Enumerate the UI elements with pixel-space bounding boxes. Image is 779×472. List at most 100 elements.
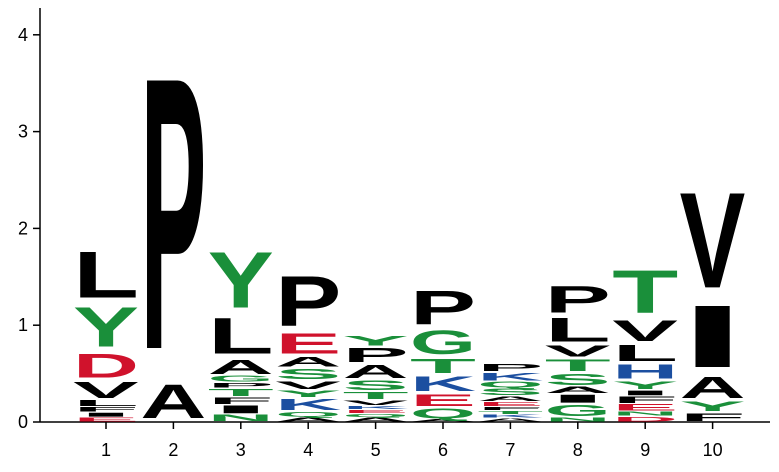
logo-letter: V (612, 315, 678, 348)
logo-letter: T (477, 410, 543, 415)
x-tick-label: 2 (168, 440, 178, 460)
y-tick-label: 0 (18, 412, 28, 432)
x-tick-label: 3 (236, 440, 246, 460)
logo-letter: Y (208, 237, 274, 326)
logo-letter: A (275, 354, 341, 369)
logo-letter: A (275, 416, 341, 422)
x-tick-label: 6 (438, 440, 448, 460)
logo-letter: G (410, 323, 476, 362)
logo-letter: G (545, 401, 611, 419)
logo-letter: A (343, 361, 409, 381)
logo-letter: L (545, 311, 611, 349)
logo-letter: P (208, 381, 274, 389)
y-tick-label: 1 (18, 315, 28, 335)
logo-letter: A (208, 356, 274, 379)
logo-letter: K (410, 372, 476, 396)
logo-letter: F (612, 395, 678, 405)
logo-letter: V (545, 342, 611, 360)
logo-letter: Y (73, 296, 139, 359)
logo-letter: P (275, 262, 341, 342)
logo-letter: A (680, 371, 746, 405)
logo-letter: I (208, 403, 274, 416)
logo-letter: E (275, 328, 341, 360)
logo-letter: N (208, 413, 274, 423)
logo-letter: S (343, 377, 409, 392)
logo-letter: E (343, 409, 409, 414)
logo-letter: I (612, 389, 678, 397)
logo-letter: V (343, 399, 409, 407)
logo-letter: S (275, 366, 341, 383)
logo-letter: S (545, 371, 611, 389)
logo-letter: P (410, 282, 476, 335)
logo-letter: T (410, 355, 476, 378)
logo-letter: T (208, 387, 274, 398)
x-tick-label: 4 (303, 440, 313, 460)
logo-letter: Y (680, 399, 746, 414)
x-tick-label: 7 (505, 440, 515, 460)
logo-letter: F (680, 411, 746, 424)
logo-letter: Q (343, 413, 409, 418)
x-tick-label: 8 (573, 440, 583, 460)
x-tick-label: 5 (371, 440, 381, 460)
y-tick-label: 4 (18, 25, 28, 45)
x-tick-label: 10 (703, 440, 723, 460)
logo-letter: Q (275, 410, 341, 418)
logo-letter: E (410, 391, 476, 410)
logo-letter: Q (410, 406, 476, 421)
logo-letter: Y (612, 379, 678, 392)
position-stack-2: AP (140, 0, 206, 432)
logo-letter: T (343, 390, 409, 401)
logo-letter: F (477, 406, 543, 411)
logo-letter: A (477, 417, 543, 422)
logo-letter: F (208, 396, 274, 406)
logo-letter: A (545, 385, 611, 395)
logo-letter: K (477, 414, 543, 419)
logo-letter: S (477, 387, 543, 397)
logo-letter: I (545, 392, 611, 405)
logo-letter: P (343, 344, 409, 367)
logo-letter: L (73, 399, 139, 408)
logo-letter: A (477, 395, 543, 403)
logo-letter: D (73, 347, 139, 385)
logo-letter: Y (343, 333, 409, 348)
logo-letter: E (73, 416, 139, 422)
logo-letter: L (208, 307, 274, 365)
logo-letter: N (612, 411, 678, 417)
logo-letter: I (680, 287, 746, 386)
logo-letter: A (410, 419, 476, 423)
logo-letter: L (73, 238, 139, 312)
logo-letter: E (477, 401, 543, 407)
axes: 0 1 2 3 4 1 2 3 4 5 6 7 8 9 10 (18, 8, 770, 460)
logo-letter: E (612, 402, 678, 412)
logo-letter: N (545, 416, 611, 422)
logo-letter: K (275, 396, 341, 414)
logo-letter: A (343, 416, 409, 422)
logo-letter: Q (477, 380, 543, 389)
logo-letter: V (680, 165, 746, 318)
x-tick-label: 9 (640, 440, 650, 460)
logo-letter: A (140, 375, 206, 428)
logo-letter: L (612, 340, 678, 366)
logo-letter: V (73, 377, 139, 402)
y-tick-label: 2 (18, 218, 28, 238)
logo-letter: K (343, 405, 409, 410)
logo-letter: G (208, 374, 274, 383)
y-tick-label: 3 (18, 122, 28, 142)
x-tick-label: 1 (101, 440, 111, 460)
logo-letter: F (73, 406, 139, 414)
logo-letter: K (477, 370, 543, 383)
logo-letter: D (612, 415, 678, 423)
logo-letter: H (612, 360, 678, 383)
logo-letter: T (545, 356, 611, 375)
logo-letter: P (140, 0, 206, 432)
